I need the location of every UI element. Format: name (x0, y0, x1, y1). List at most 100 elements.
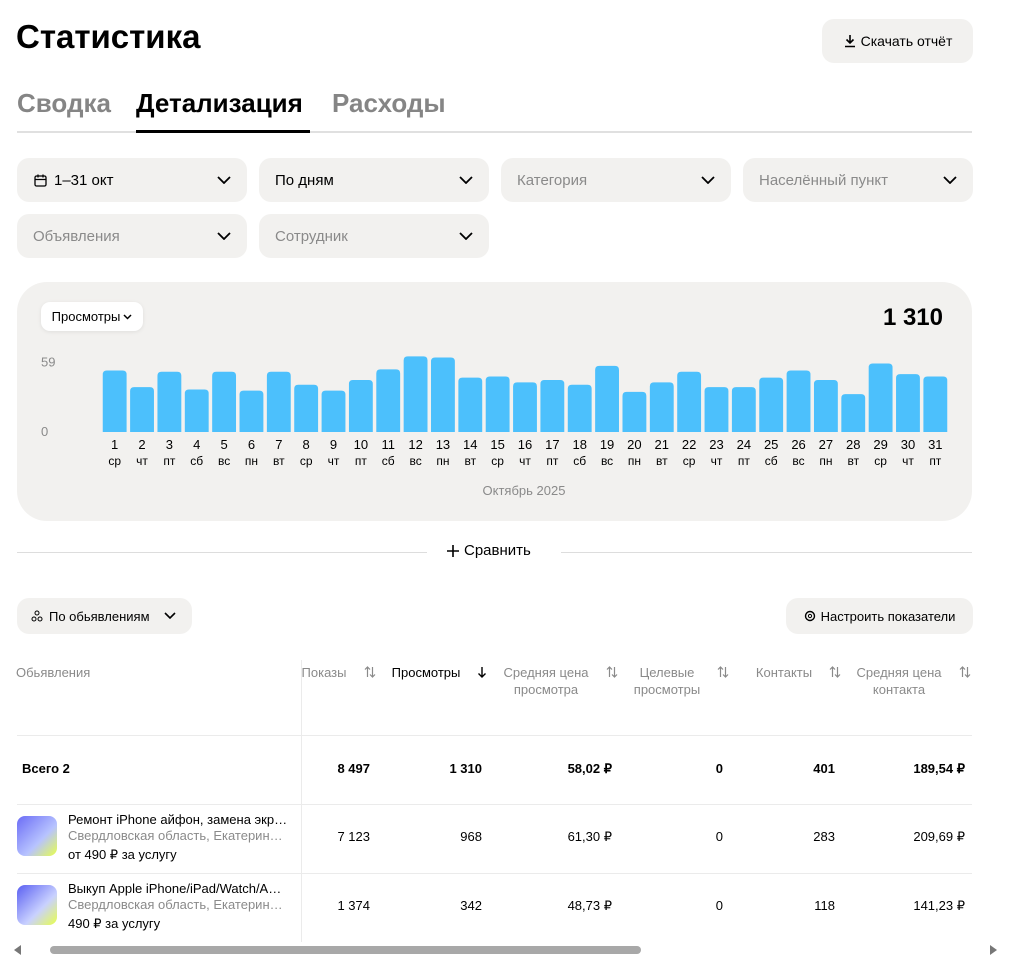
column-header[interactable]: Обьявления (16, 665, 91, 680)
scrollbar[interactable] (0, 942, 1012, 958)
weekday-label: пн (819, 454, 832, 468)
tab-active[interactable]: Детализация (136, 88, 303, 118)
bar (513, 382, 537, 432)
weekday-label: вт (464, 454, 476, 468)
sort-icon[interactable] (959, 666, 971, 678)
chevron (123, 313, 132, 320)
weekday-label: вт (656, 454, 668, 468)
sort-icon[interactable] (364, 666, 376, 678)
scroll-thumb[interactable] (50, 946, 641, 954)
x-tick-label: 30 (901, 437, 915, 452)
table-cell: 209,69 ₽ (913, 829, 965, 844)
ad-title[interactable]: Ремонт iPhone айфон, замена экр… (68, 812, 288, 827)
table-cell: 141,23 ₽ (913, 898, 965, 913)
filter[interactable]: Сотрудник (259, 214, 489, 258)
filter[interactable]: Объявления (17, 214, 247, 258)
weekday-label: чт (136, 454, 148, 468)
filter[interactable]: Категория (501, 158, 731, 202)
filter[interactable]: 1–31 окт (17, 158, 247, 202)
filter-label: 1–31 окт (54, 171, 114, 189)
bar (321, 390, 346, 432)
x-axis-label: Октябрь 2025 (483, 483, 566, 498)
weekday-label: пт (355, 454, 367, 468)
filter-label: Населённый пункт (759, 171, 889, 189)
x-tick-label: 2 (138, 437, 145, 452)
chevron (164, 612, 176, 619)
metric-select[interactable]: Просмотры (41, 302, 143, 331)
x-tick-label: 17 (545, 437, 559, 452)
column-header[interactable]: Средняя цена просмотра (503, 665, 589, 697)
weekday-label: чт (519, 454, 531, 468)
plus-icon (447, 544, 459, 557)
tab-underline (136, 130, 310, 133)
ad-price: 490 ₽ за услугу (68, 916, 161, 931)
sort-icon[interactable] (606, 666, 618, 678)
sort-icon[interactable] (829, 666, 841, 678)
filter[interactable]: Населённый пункт (743, 158, 973, 202)
total-cell: 1 310 (449, 761, 482, 776)
bar (813, 380, 838, 432)
column-header[interactable]: Контакты (755, 665, 813, 680)
chevron (459, 232, 473, 240)
weekday-label: ср (874, 454, 887, 468)
x-tick-label: 11 (381, 437, 395, 452)
sort-icon[interactable] (717, 666, 729, 678)
table-cell: 48,73 ₽ (567, 898, 612, 913)
x-tick-label: 16 (518, 437, 532, 452)
gear-icon (804, 610, 815, 622)
chevron (701, 176, 715, 184)
x-tick-label: 13 (436, 437, 450, 452)
compare-button[interactable]: Сравнить (446, 542, 531, 559)
column-header[interactable]: Целевые просмотры (633, 665, 701, 697)
column-header[interactable]: Просмотры (391, 665, 461, 680)
divider (561, 552, 972, 553)
table-cell: 342 (460, 898, 482, 913)
bar (130, 387, 154, 432)
weekday-label: пт (546, 454, 558, 468)
filter-label: Категория (517, 171, 588, 189)
filter-label: Сотрудник (275, 227, 348, 245)
sort-icon[interactable] (476, 666, 488, 678)
group-button[interactable]: По обьявлениям (17, 598, 192, 634)
filter[interactable]: По дням (259, 158, 489, 202)
x-tick-label: 25 (764, 437, 778, 452)
row-divider (17, 735, 972, 736)
ad-title[interactable]: Выкуп Apple iPhone/iPad/Watch/A… (68, 881, 282, 896)
weekday-label: вс (218, 454, 230, 468)
total-cell: 401 (813, 761, 835, 776)
ad-price: от 490 ₽ за услугу (68, 847, 177, 862)
bar (485, 376, 510, 432)
tab[interactable]: Расходы (332, 88, 446, 118)
bar (184, 389, 209, 432)
download-button[interactable]: Скачать отчёт (822, 19, 973, 63)
x-tick-label: 14 (463, 437, 477, 452)
weekday-label: вс (409, 454, 421, 468)
column-header[interactable]: Показы (301, 665, 347, 680)
bar (212, 371, 237, 432)
weekday-label: ср (683, 454, 696, 468)
scroll-left[interactable] (14, 945, 22, 955)
tab[interactable]: Сводка (17, 88, 111, 118)
x-tick-label: 26 (791, 437, 805, 452)
weekday-label: пт (163, 454, 175, 468)
row-divider (17, 873, 972, 874)
x-tick-label: 5 (220, 437, 227, 452)
settings-button[interactable]: Настроить показатели (786, 598, 973, 634)
ad-thumbnail (17, 885, 57, 925)
bar (102, 370, 127, 432)
bar (786, 370, 811, 432)
y-tick-label: 0 (41, 424, 48, 439)
column-header[interactable]: Средняя цена контакта (856, 665, 942, 697)
group-icon (31, 610, 43, 622)
group-label: По обьявлениям (49, 608, 150, 624)
metric-label: Просмотры (51, 309, 121, 324)
scroll-right[interactable] (990, 945, 998, 955)
x-tick-label: 23 (709, 437, 723, 452)
weekday-label: вс (601, 454, 613, 468)
x-tick-label: 10 (354, 437, 368, 452)
x-tick-label: 22 (682, 437, 696, 452)
weekday-label: сб (765, 454, 778, 468)
weekday-label: чт (328, 454, 340, 468)
